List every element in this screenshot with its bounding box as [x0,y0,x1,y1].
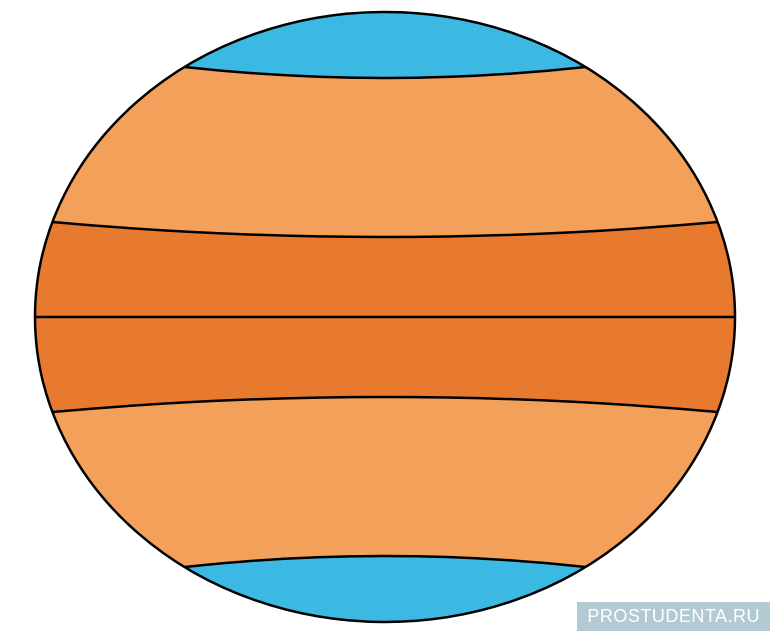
globe-svg [0,0,770,637]
globe-diagram [0,0,770,642]
watermark-pro: PRO [587,606,628,626]
watermark: PROSTUDENTA.RU [577,602,770,631]
watermark-rest: STUDENTA.RU [628,606,760,626]
